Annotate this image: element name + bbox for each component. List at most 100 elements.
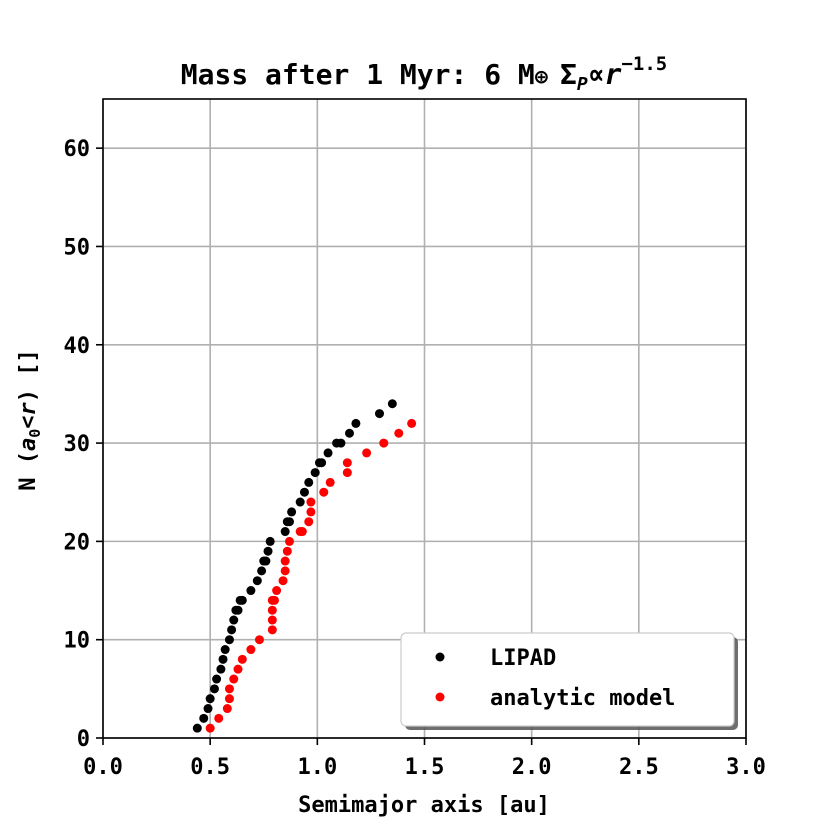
data-point: [214, 713, 224, 723]
data-point: [342, 468, 352, 478]
data-point: [261, 556, 271, 566]
data-point: [407, 418, 417, 428]
data-point: [379, 438, 389, 448]
data-point: [229, 674, 239, 684]
y-tick-label: 60: [64, 137, 91, 162]
data-point: [336, 438, 346, 448]
ylabel-a-sub: 0: [26, 429, 44, 438]
data-point: [280, 556, 290, 566]
grid-lines: [102, 99, 747, 739]
data-point: [310, 468, 320, 478]
legend-marker-analytic: [435, 692, 445, 702]
ylabel-prefix: N (: [16, 451, 41, 491]
data-point: [323, 448, 333, 458]
data-point: [229, 615, 239, 625]
data-point: [205, 723, 215, 733]
legend-label-lipad: LIPAD: [490, 646, 556, 671]
data-point: [295, 497, 305, 507]
title-r: r: [605, 58, 622, 91]
data-point: [209, 684, 219, 694]
data-point: [227, 625, 237, 635]
y-tick-label: 0: [77, 727, 90, 752]
title-sigma-sub: P: [577, 74, 588, 95]
x-tick-label: 0.0: [83, 755, 123, 780]
title-prefix: Mass after 1 Myr: 6 M: [181, 58, 535, 91]
x-tick-label: 2.0: [512, 755, 552, 780]
data-point: [205, 694, 215, 704]
data-point: [218, 654, 228, 664]
data-point: [224, 684, 234, 694]
ylabel-r: r: [16, 401, 41, 415]
x-tick-label: 2.5: [619, 755, 659, 780]
title-sigma: Σ: [560, 58, 577, 91]
data-point: [280, 527, 290, 537]
data-point: [317, 458, 327, 468]
data-point: [252, 576, 262, 586]
data-point: [272, 586, 282, 596]
data-point: [267, 595, 277, 605]
data-point: [222, 704, 232, 714]
data-point: [233, 605, 243, 615]
data-point: [306, 497, 316, 507]
data-point: [304, 517, 314, 527]
data-point: [203, 704, 213, 714]
x-tick-label: 3.0: [726, 755, 766, 780]
data-point: [267, 615, 277, 625]
data-point: [254, 635, 264, 645]
data-point: [284, 517, 294, 527]
earth-symbol: ⊕: [535, 65, 548, 90]
data-point: [297, 527, 307, 537]
x-tick-label: 0.5: [190, 755, 230, 780]
data-point: [212, 674, 222, 684]
ylabel-lt: <: [16, 415, 41, 428]
y-tick-label: 30: [64, 432, 91, 457]
data-point: [299, 487, 309, 497]
ylabel-a: a: [16, 438, 41, 451]
data-point: [192, 723, 202, 733]
data-point: [224, 635, 234, 645]
data-point: [387, 399, 397, 409]
y-tick-label: 10: [64, 629, 91, 654]
data-point: [220, 645, 230, 655]
data-point: [342, 458, 352, 468]
x-tick-label: 1.5: [405, 755, 445, 780]
data-point: [267, 625, 277, 635]
data-point: [319, 487, 329, 497]
data-point: [304, 477, 314, 487]
data-point: [233, 664, 243, 674]
data-point: [263, 546, 273, 556]
data-point: [246, 645, 256, 655]
data-point: [344, 428, 354, 438]
ylabel-suffix: ) []: [16, 349, 41, 402]
data-point: [237, 595, 247, 605]
axis-ticks: 0.0 0.5 1.0 1.5 2.0 2.5 3.0 0 10 20 30 40 50 60: [64, 137, 766, 780]
title-exponent: −1.5: [621, 53, 667, 75]
data-point: [362, 448, 372, 458]
y-tick-label: 50: [64, 235, 91, 260]
data-point: [394, 428, 404, 438]
legend: LIPAD analytic model: [400, 632, 738, 730]
data-point: [257, 566, 267, 576]
data-point: [246, 586, 256, 596]
legend-marker-lipad: [435, 652, 445, 662]
data-point: [278, 576, 288, 586]
data-point: [265, 536, 275, 546]
x-axis-title: Semimajor axis [au]: [298, 793, 550, 818]
x-tick-label: 1.0: [297, 755, 337, 780]
data-points: [192, 399, 417, 733]
data-point: [351, 418, 361, 428]
data-point: [306, 507, 316, 517]
data-point: [267, 605, 277, 615]
series-lipad: [192, 399, 397, 733]
legend-label-analytic: analytic model: [490, 686, 675, 711]
series-analytic-model: [205, 418, 417, 733]
data-point: [284, 536, 294, 546]
y-tick-label: 20: [64, 530, 91, 555]
data-point: [237, 654, 247, 664]
data-point: [325, 477, 335, 487]
title-propto: ∝: [588, 58, 605, 91]
chart-title: Mass after 1 Myr: 6 M⊕ ΣP∝r−1.5: [181, 53, 667, 95]
data-point: [199, 713, 209, 723]
data-point: [282, 546, 292, 556]
